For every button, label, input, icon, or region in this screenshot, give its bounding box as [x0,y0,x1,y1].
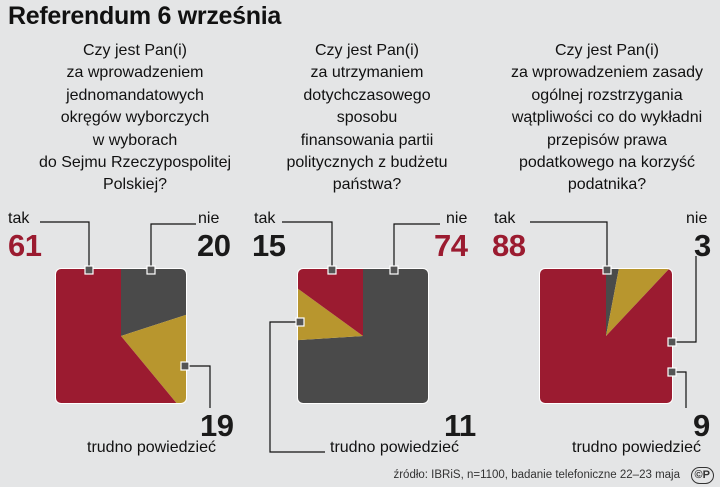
question-2-line: sposobu [336,109,398,127]
source-note: źródło: IBRiS, n=1100, badanie telefonic… [393,469,680,481]
question-3-line: ogólnej rozstrzygania [531,86,683,104]
chart-3-leader-trudno [672,371,687,408]
chart-3-trudno-label: trudno powiedzieć [572,439,701,456]
chart-2-nie-label: nie [446,210,468,227]
chart-1-slice-nie [121,269,186,336]
chart-2-leader-nie [393,223,440,270]
chart-3-marker-tak [602,265,612,275]
question-2-line: finansowania partii [300,131,434,149]
question-3-line: wątpliwości co do wykładni [511,109,703,127]
chart-2-trudno-label: trudno powiedzieć [330,439,459,456]
chart-2-nie-value: 74 [434,228,468,263]
chart-1-leader-nie [150,223,196,270]
chart-3-tak-label: tak [494,210,516,227]
question-2-line: politycznych z budżetu [286,154,448,172]
question-3-line: podatnika? [567,176,647,194]
chart-2-marker-tak [327,265,337,275]
question-1-line: Polskiej? [102,176,168,194]
question-1-line: jednomandatowych [66,86,204,104]
chart-1-leader-tak [40,221,90,270]
question-2-line: dotychczasowego [303,86,431,104]
chart-2-slice-tak [298,269,363,336]
chart-2-marker-trudno [295,317,305,327]
chart-2-leader-trudno [269,321,325,453]
chart-3-slice-tak [540,269,672,403]
question-2-line: Czy jest Pan(i) [314,42,420,59]
cc-logo: ©P [690,467,714,484]
chart-1-tak-value: 61 [8,228,42,263]
question-1-line: okręgów wyborczych [60,109,210,127]
chart-3-leader-tak [530,221,608,270]
chart-2-leader-tak [282,221,333,270]
chart-1-marker-tak [84,265,94,275]
chart-2-marker-nie [389,265,399,275]
chart-1-slice-trudno [121,314,186,403]
question-3-line: przepisów prawa [546,131,668,149]
question-3: Czy jest Pan(i) za wprowadzeniem zasady … [492,40,720,197]
question-2-line: państwa? [332,176,402,194]
chart-3-marker-nie [667,337,677,347]
question-1: Czy jest Pan(i) za wprowadzeniem jednoma… [20,40,250,197]
chart-2-tak-label: tak [254,210,276,227]
question-1-line: za wprowadzeniem [66,64,204,82]
question-2: Czy jest Pan(i) za utrzymaniem dotychcza… [252,40,482,197]
chart-2-tak-value: 15 [252,228,286,263]
chart-1-tak-label: tak [8,210,30,227]
page-title: Referendum 6 września [8,2,281,30]
chart-1-nie-value: 20 [197,228,231,263]
question-3-line: podatkowego na korzyść [518,154,696,172]
chart-3-nie-label: nie [686,210,708,227]
question-1-line: Czy jest Pan(i) [82,42,188,59]
chart-1-nie-label: nie [198,210,220,227]
chart-1-trudno-label: trudno powiedzieć [87,439,216,456]
question-3-line: Czy jest Pan(i) [554,42,660,59]
question-3-line: za wprowadzeniem zasady [510,64,704,82]
chart-1-marker-trudno [180,361,190,371]
chart-1-leader-trudno [185,365,211,408]
chart-2-trudno-value: 11 [444,408,476,443]
chart-3-marker-trudno [667,367,677,377]
chart-1-marker-nie [146,265,156,275]
chart-3-tak-value: 88 [492,228,526,263]
chart-3-leader-nie [672,256,697,343]
chart-1-trudno-value: 19 [200,408,234,443]
question-2-line: za utrzymaniem [310,64,424,82]
question-1-line: do Sejmu Rzeczypospolitej [38,154,232,172]
chart-3-trudno-value: 9 [693,408,710,443]
chart-1-slice-tak [56,269,177,403]
question-1-line: w wyborach [92,131,178,149]
chart-3-nie-value: 3 [694,228,711,263]
chart-3-slice-nie [606,269,619,336]
chart-2-slice-trudno [298,288,363,341]
